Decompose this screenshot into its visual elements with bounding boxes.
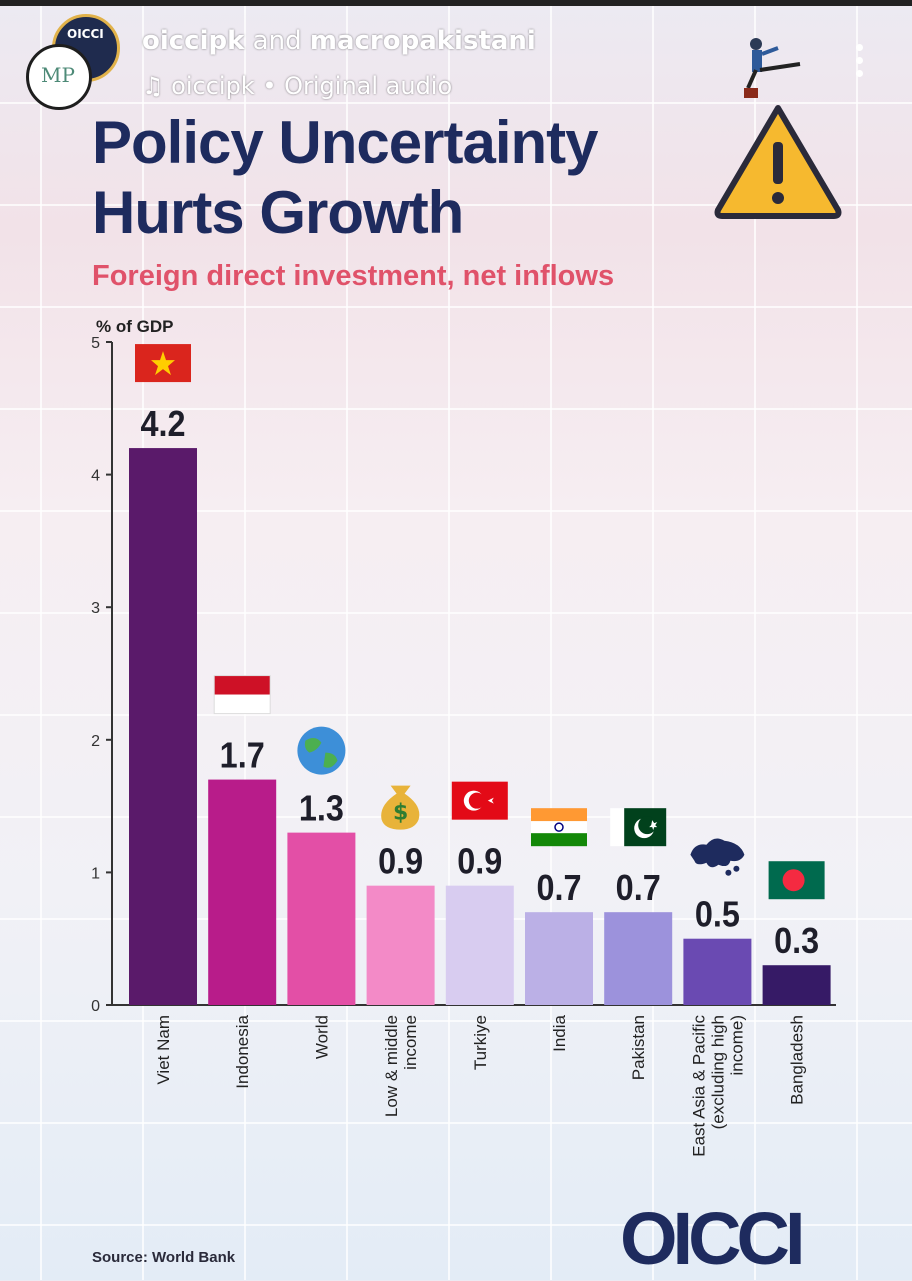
chart-subtitle: Foreign direct investment, net inflows: [92, 260, 615, 292]
data-label: 0.3: [774, 922, 819, 962]
data-label: 4.2: [140, 405, 185, 445]
macropakistani-avatar[interactable]: MP: [26, 44, 92, 110]
indonesia-flag-icon: [213, 675, 271, 715]
chart-title: Policy Uncertainty Hurts Growth: [92, 109, 599, 246]
data-label: 1.3: [299, 789, 344, 829]
x-category-label-line: Indonesia: [233, 1014, 252, 1088]
dot-icon: [855, 44, 863, 51]
x-category-label-line: Pakistan: [629, 1015, 648, 1080]
username-conjunction: and: [244, 26, 310, 56]
x-category-label: Viet Nam: [154, 1015, 173, 1085]
bar: [287, 832, 356, 1005]
username-macropakistani[interactable]: macropakistani: [309, 26, 536, 56]
x-category-label-line: income: [401, 1015, 420, 1070]
bar: [129, 448, 197, 1006]
x-category-label: India: [550, 1014, 569, 1051]
username-oiccipk[interactable]: oiccipk: [142, 26, 245, 56]
businessman-icon: [744, 38, 801, 98]
bar: [762, 965, 831, 1005]
money-bag-icon: $: [381, 785, 420, 830]
y-axis-label: % of GDP: [96, 317, 173, 336]
y-tick-label: 3: [91, 600, 100, 617]
x-category-label: Indonesia: [233, 1014, 252, 1088]
bar: [445, 885, 514, 1005]
y-tick-label: 5: [91, 335, 100, 352]
x-category-label: Bangladesh: [788, 1015, 807, 1105]
post-usernames[interactable]: oiccipk and macropakistani: [142, 26, 536, 56]
bar: [683, 938, 752, 1005]
top-edge: [0, 0, 912, 6]
dot-icon: [855, 57, 863, 64]
data-label: 0.5: [695, 895, 740, 935]
x-category-label: East Asia & Pacific (excluding high income…: [689, 1015, 746, 1157]
more-options-button[interactable]: [852, 44, 866, 84]
x-category-label: Pakistan: [629, 1015, 648, 1080]
y-tick-label: 0: [91, 998, 100, 1015]
bangladesh-flag-icon: [768, 861, 825, 900]
x-category-label-line: Viet Nam: [154, 1015, 173, 1085]
x-category-label: World: [312, 1015, 331, 1059]
x-category-label-line: World: [312, 1015, 331, 1059]
x-category-label-line: East Asia & Pacific: [689, 1015, 708, 1157]
pakistan-flag-icon: [610, 808, 667, 847]
svg-text:$: $: [393, 801, 408, 826]
data-label: 0.7: [616, 869, 661, 909]
x-category-label-line: Bangladesh: [788, 1015, 807, 1105]
x-category-label-line: India: [550, 1014, 569, 1051]
oicci-logo: OICCI: [620, 1197, 806, 1280]
asia-map-icon: [690, 838, 745, 876]
bar: [208, 779, 277, 1005]
dot-icon: [855, 70, 863, 77]
y-tick-label: 4: [91, 468, 100, 485]
music-note-icon: ♫: [142, 72, 164, 100]
y-tick-label: 1: [91, 865, 100, 882]
bar: [525, 912, 593, 1005]
x-category-label-line: Turkiye: [471, 1015, 490, 1070]
warning-sign-icon: [714, 105, 842, 219]
vietnam-flag-icon: [135, 344, 191, 383]
x-category-label-line: income): [727, 1015, 746, 1075]
x-category-label-line: Low & middle: [382, 1015, 401, 1117]
bar: [366, 885, 435, 1005]
data-label: 0.9: [378, 842, 423, 882]
audio-label: oiccipk • Original audio: [171, 72, 453, 100]
y-tick-label: 2: [91, 733, 100, 750]
x-category-label: Low & middle income: [382, 1015, 420, 1117]
turkey-flag-icon: [451, 781, 508, 820]
data-label: 0.7: [536, 869, 581, 909]
data-label: 1.7: [220, 736, 265, 776]
globe-icon: [297, 726, 346, 775]
data-label: 0.9: [457, 842, 502, 882]
audio-row[interactable]: ♫ oiccipk • Original audio: [142, 72, 452, 100]
x-category-label-line: (excluding high: [708, 1015, 727, 1129]
india-flag-icon: [531, 808, 587, 847]
x-category-label: Turkiye: [471, 1015, 490, 1070]
source-note: Source: World Bank: [92, 1249, 236, 1266]
bar: [604, 912, 673, 1005]
